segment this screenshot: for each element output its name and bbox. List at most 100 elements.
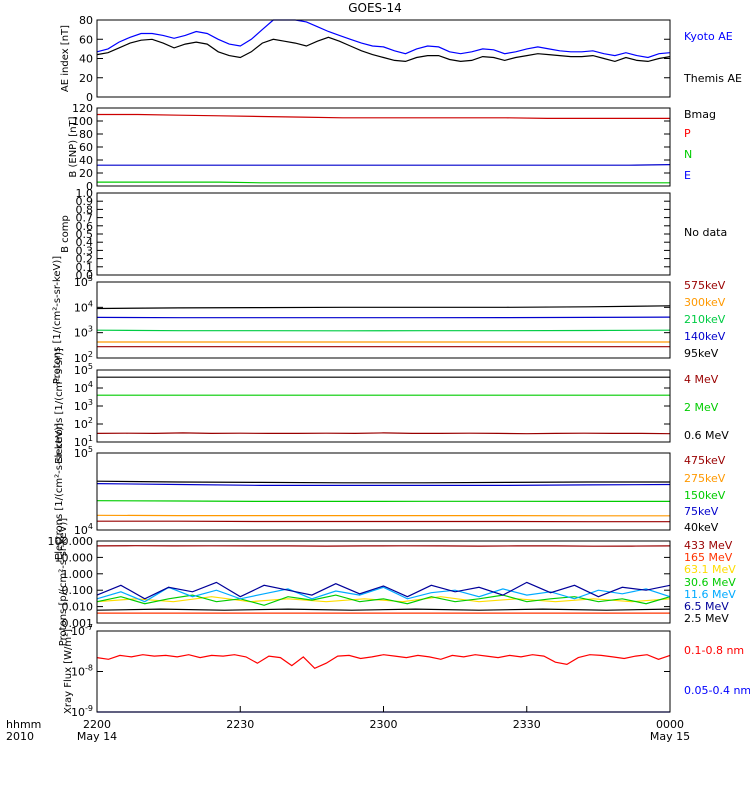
y-tick-label: 101 (74, 434, 93, 449)
legend-label: No data (684, 226, 727, 239)
y-tick-label: 0.3 (76, 244, 94, 257)
time-format-label: hhmm (6, 718, 41, 731)
y-tick-label: 0.100 (62, 584, 94, 597)
y-tick-label: 0.5 (76, 228, 94, 241)
series-line (96, 608, 671, 611)
series-line (96, 586, 671, 603)
y-tick-label: 1.000 (62, 568, 94, 581)
plot-frame (96, 369, 671, 443)
y-tick-label: 40 (79, 53, 93, 66)
legend-label: 2.5 MeV (684, 612, 729, 625)
y-tick-label: 100.000 (48, 535, 94, 548)
legend-label: 140keV (684, 330, 726, 343)
panel-6: 104 105 Electrons [1/(cm²-s-sr-keV)] 475keV… (54, 423, 726, 560)
y-tick-label: 0 (86, 91, 93, 104)
y-tick-label: 104 (74, 299, 93, 314)
legend-label: Bmag (684, 108, 716, 121)
y-tick-label: 10-9 (71, 704, 93, 719)
series-line (97, 520, 670, 523)
legend-label: 40keV (684, 521, 719, 534)
y-tick-label: 104 (74, 522, 93, 537)
y-tick-label: 0.0 (76, 269, 94, 282)
x-tick-label: 2300 (370, 718, 398, 731)
y-tick-label: 0.010 (62, 601, 94, 614)
series-line (96, 500, 670, 502)
plot-frame (96, 540, 671, 624)
series-line (97, 181, 670, 184)
y-tick-label: 60 (79, 141, 93, 154)
y-axis-label: AE index [nT] (60, 25, 71, 92)
legend-label: 575keV (684, 279, 726, 292)
legend-label: 95keV (684, 347, 719, 360)
y-axis-label: B comp (60, 215, 71, 253)
y-axis-label: Electrons [1/(cm²-s-sr-keV)] (54, 423, 65, 560)
legend-label: 0.6 MeV (684, 429, 729, 442)
series-line (96, 305, 671, 310)
y-tick-label: 0.4 (76, 236, 94, 249)
y-tick-label: 105 (74, 445, 93, 460)
y-tick-label: 0.8 (76, 203, 94, 216)
series-line (96, 19, 671, 59)
y-tick-label: 0 (86, 180, 93, 193)
plot-frame (96, 192, 671, 276)
y-tick-label: 0.6 (76, 220, 94, 233)
legend-label: Kyoto AE (684, 30, 733, 43)
year-label: 2010 (6, 730, 34, 743)
y-tick-label: 20 (79, 167, 93, 180)
series-line (96, 432, 671, 435)
series-line (96, 514, 670, 517)
legend-label: 0.1-0.8 nm (684, 644, 744, 657)
x-tick-label: 0000 (656, 718, 684, 731)
y-tick-label: 0.7 (76, 212, 94, 225)
series-line (96, 545, 671, 547)
y-axis-label: Xray Flux [W/m²] (63, 629, 74, 714)
panel-3: 0.00.10.20.30.40.50.60.70.80.91.0 B comp N… (60, 187, 727, 282)
y-tick-label: 102 (74, 350, 93, 365)
panel-1: 0 20 40 60 80 AE index [nT] Kyoto AE Themis AE (60, 14, 742, 104)
y-axis-label: Electrons [1/(cm²-s-sr)] (54, 348, 65, 464)
legend-label: 275keV (684, 472, 726, 485)
legend-label: N (684, 148, 692, 161)
y-tick-label: 20 (79, 72, 93, 85)
y-tick-label: 0.2 (76, 253, 94, 266)
y-tick-label: 60 (79, 33, 93, 46)
y-tick-label: 120 (72, 102, 93, 115)
y-axis-label: B (ENP) [nT] (68, 116, 79, 177)
legend-label: 2 MeV (684, 401, 719, 414)
x-tick-label: 2330 (513, 718, 541, 731)
y-tick-label: 0.001 (62, 617, 94, 630)
y-tick-label: 40 (79, 154, 93, 167)
series-line (96, 594, 671, 606)
legend-label: 4 MeV (684, 373, 719, 386)
y-axis-label: Protons [p/(cm²-s-sr-keV)] (58, 518, 69, 646)
y-tick-label: 105 (74, 274, 93, 289)
series-line (96, 329, 671, 332)
y-tick-label: 10-8 (71, 664, 93, 679)
legend-label: 63.1 MeV (684, 563, 736, 576)
legend-label: 165 MeV (684, 551, 733, 564)
x-tick-label: 2200 (83, 718, 111, 731)
plot-frame (96, 630, 671, 713)
y-tick-label: 1.0 (76, 187, 94, 200)
legend-label: 0.05-0.4 nm (684, 684, 750, 697)
panel-5: 101 102 103 104 105 Electrons [1/(cm²-s-sr)] 4… (54, 348, 729, 464)
series-line (97, 164, 671, 166)
series-line (96, 596, 671, 603)
y-tick-label: 0.1 (76, 261, 94, 274)
y-tick-label: 0.9 (76, 195, 94, 208)
legend-label: P (684, 127, 691, 140)
legend-label: E (684, 169, 691, 182)
legend-label: 30.6 MeV (684, 576, 736, 589)
y-tick-label: 103 (74, 398, 93, 413)
panel-7: 0.001 0.010 0.100 1.000 10.000 100.000Protons… (48, 518, 737, 646)
y-tick-label: 80 (79, 128, 93, 141)
x-end-date: May 15 (650, 730, 690, 743)
plot-frame (96, 19, 671, 98)
legend-label: 210keV (684, 313, 726, 326)
series-line (97, 113, 670, 120)
y-tick-label: 80 (79, 14, 93, 27)
legend-label: 300keV (684, 296, 726, 309)
